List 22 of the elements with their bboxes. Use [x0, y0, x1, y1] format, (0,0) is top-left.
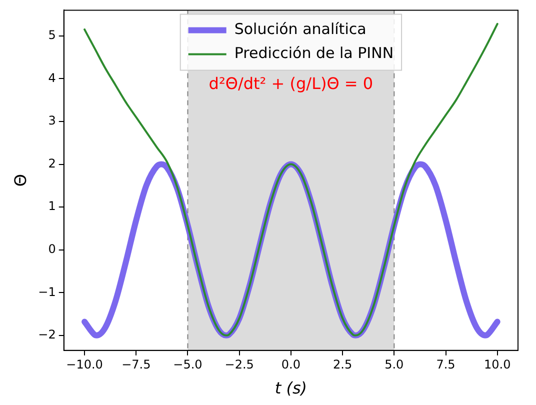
y-tick-label: 4 [48, 70, 56, 85]
x-axis-title: t (s) [274, 378, 308, 398]
legend-label: Predicción de la PINN [234, 44, 394, 62]
legend-label: Solución analítica [234, 20, 366, 38]
x-tick-label: −5.0 [173, 358, 202, 372]
x-tick-label: 10.0 [484, 358, 511, 372]
x-tick-label: 0.0 [281, 358, 300, 372]
y-tick-label: 0 [48, 242, 56, 256]
x-tick-label: −7.5 [122, 358, 151, 372]
y-tick-label: 5 [48, 28, 56, 42]
y-tick-label: 2 [48, 156, 56, 170]
y-tick-label: −2 [38, 328, 56, 342]
x-tick-label: 7.5 [436, 358, 456, 372]
annotation: d²Θ/dt² + (g/L)Θ = 0 [208, 74, 374, 94]
y-tick-label: −1 [38, 284, 56, 299]
x-tick-label: −10.0 [66, 358, 103, 372]
x-tick-label: 2.5 [333, 358, 352, 372]
x-tick-label: 5.0 [384, 358, 404, 372]
x-tick-label: −2.5 [224, 358, 254, 372]
y-tick-label: 3 [48, 114, 56, 128]
y-axis-title: Θ [10, 174, 30, 187]
y-tick-label: 1 [48, 199, 56, 214]
